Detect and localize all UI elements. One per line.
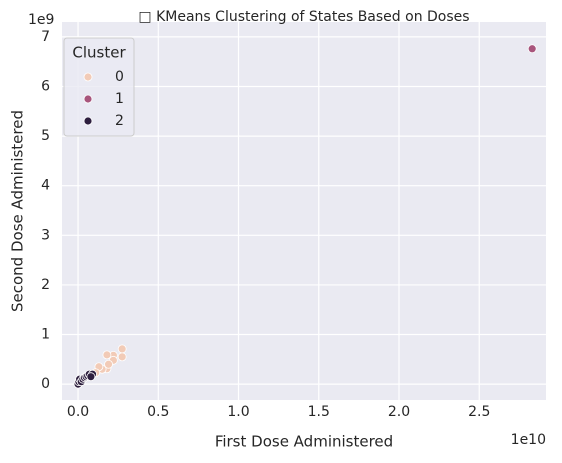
y-tick-label: 1 xyxy=(41,327,50,343)
y-axis-label: Second Dose Administered xyxy=(9,110,27,312)
legend-marker xyxy=(83,94,93,104)
point xyxy=(117,344,127,354)
y-tick-label: 7 xyxy=(41,29,50,45)
legend-label: 2 xyxy=(115,113,124,129)
legend-title: Cluster xyxy=(72,44,126,62)
legend-marker xyxy=(83,116,93,126)
grid xyxy=(62,22,546,400)
point xyxy=(104,359,113,369)
x-offset-label: 1e10 xyxy=(511,432,546,448)
point xyxy=(102,350,112,360)
legend-label: 1 xyxy=(115,91,124,107)
x-tick-label: 2.0 xyxy=(388,404,410,420)
point xyxy=(527,44,537,54)
x-tick-label: 0.0 xyxy=(67,404,89,420)
y-tick-label: 0 xyxy=(41,376,50,392)
legend: Cluster 0 1 2 xyxy=(63,37,135,137)
legend-marker xyxy=(83,72,93,82)
x-tick-label: 0.5 xyxy=(147,404,169,420)
x-tick-label: 1.0 xyxy=(227,404,249,420)
point xyxy=(86,372,96,382)
point xyxy=(117,352,127,362)
legend-box xyxy=(63,37,135,137)
y-tick-label: 4 xyxy=(41,178,50,194)
y-tick-label: 3 xyxy=(41,227,50,243)
plot-area xyxy=(62,22,546,400)
y-tick-label: 5 xyxy=(41,128,50,144)
legend-label: 0 xyxy=(115,69,124,85)
y-tick-label: 6 xyxy=(41,78,50,94)
x-axis-label: First Dose Administered xyxy=(215,433,393,451)
marks xyxy=(73,44,537,389)
x-tick-label: 2.5 xyxy=(468,404,490,420)
x-tick-label: 1.5 xyxy=(308,404,330,420)
y-tick-label: 2 xyxy=(41,277,50,293)
y-offset-label: 1e9 xyxy=(28,12,54,28)
chart-title: □ KMeans Clustering of States Based on D… xyxy=(138,9,469,25)
